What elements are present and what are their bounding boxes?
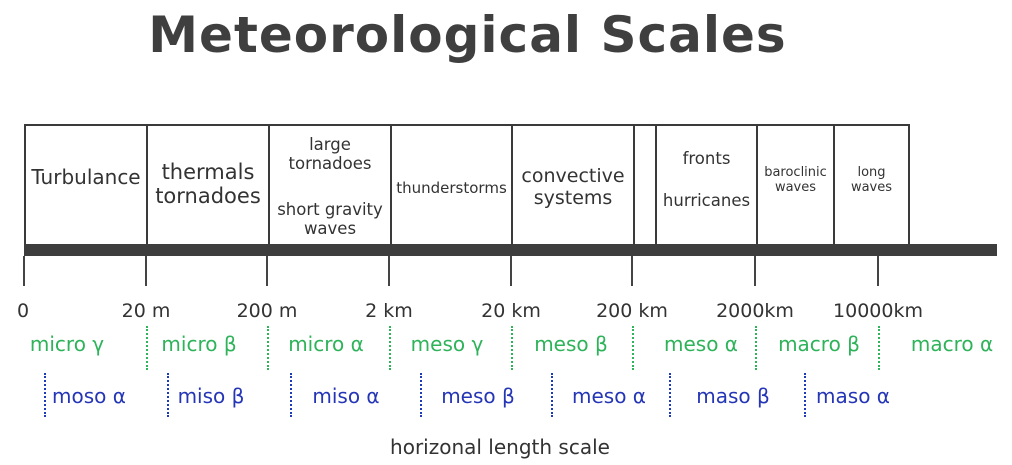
phenomenon-label: fronts: [655, 149, 758, 169]
phenomenon-label: short gravity waves: [268, 200, 392, 239]
green-scale-label: micro β: [161, 332, 237, 356]
blue-divider: [551, 373, 553, 417]
scale-tick: [145, 256, 147, 286]
phenomenon-label: thermals tornadoes: [146, 160, 270, 208]
tick-label: 0: [17, 300, 30, 322]
scale-tick: [266, 256, 268, 286]
blue-scale-label: meso β: [441, 384, 515, 408]
tick-label: 2 km: [365, 300, 413, 322]
blue-scale-label: moso α: [52, 384, 126, 408]
tick-label: 2000km: [716, 300, 794, 322]
phenomenon-label: baroclinic waves: [756, 165, 835, 196]
tick-label: 200 m: [236, 300, 298, 322]
green-divider: [146, 326, 148, 370]
phenomenon-label-line: Turbulance: [31, 165, 141, 189]
phenomenon-label-line: hurricanes: [662, 191, 751, 210]
phenomenon-label-line: tornadoes: [288, 153, 372, 173]
scale-tick: [510, 256, 512, 286]
phenomenon-label-line: waves: [774, 179, 817, 195]
phenomenon-label-line: waves: [303, 218, 357, 238]
green-scale-label: meso α: [664, 332, 738, 356]
scale-axis-bar: [24, 244, 997, 256]
scale-tick: [754, 256, 756, 286]
green-divider: [632, 326, 634, 370]
blue-scale-label: maso β: [696, 384, 770, 408]
scale-tick: [877, 256, 879, 286]
blue-scale-label: miso β: [177, 384, 245, 408]
phenomenon-label-line: convective: [521, 165, 625, 187]
tick-label: 10000km: [833, 300, 923, 322]
scale-tick: [23, 256, 25, 286]
blue-divider: [44, 373, 46, 417]
green-divider: [878, 326, 880, 370]
tick-label: 20 km: [481, 300, 541, 322]
phenomenon-label-line: thunderstorms: [396, 179, 507, 197]
green-scale-label: macro α: [910, 332, 994, 356]
phenomenon-box: [633, 124, 657, 244]
phenomenon-label: Turbulance: [24, 166, 148, 189]
green-scale-label: micro γ: [29, 332, 105, 356]
phenomenon-box: [655, 124, 758, 244]
green-scale-label: meso β: [534, 332, 608, 356]
tick-label: 200 km: [596, 300, 668, 322]
tick-label: 20 m: [121, 300, 171, 322]
diagram-title: Meteorological Scales: [148, 6, 787, 64]
phenomenon-label-line: baroclinic: [764, 165, 827, 180]
phenomenon-label-line: short gravity: [277, 200, 383, 219]
blue-divider: [669, 373, 671, 417]
phenomenon-label-line: systems: [533, 186, 613, 209]
green-divider: [755, 326, 757, 370]
blue-divider: [420, 373, 422, 417]
green-divider: [511, 326, 513, 370]
phenomenon-label-line: long: [857, 165, 886, 180]
phenomenon-label: long waves: [833, 165, 910, 196]
phenomenon-label-line: thermals: [161, 160, 255, 184]
phenomenon-box: [833, 124, 910, 244]
blue-divider: [290, 373, 292, 417]
phenomenon-label-line: fronts: [682, 149, 731, 168]
phenomenon-label: hurricanes: [655, 191, 758, 211]
green-divider: [267, 326, 269, 370]
blue-divider: [804, 373, 806, 417]
scale-tick: [631, 256, 633, 286]
phenomenon-label: large tornadoes: [268, 135, 392, 174]
blue-scale-label: maso α: [816, 384, 890, 408]
phenomenon-label-line: tornadoes: [155, 184, 261, 209]
phenomenon-label-line: waves: [850, 179, 893, 195]
axis-label: horizonal length scale: [390, 435, 610, 459]
green-scale-label: micro α: [288, 332, 364, 356]
green-scale-label: macro β: [778, 332, 860, 356]
blue-divider: [167, 373, 169, 417]
scale-tick: [388, 256, 390, 286]
green-scale-label: meso γ: [410, 332, 484, 356]
green-divider: [389, 326, 391, 370]
blue-scale-label: miso α: [312, 384, 380, 408]
phenomenon-label-line: large: [309, 135, 351, 154]
phenomenon-label: convective systems: [511, 165, 635, 210]
phenomenon-label: thunderstorms: [390, 179, 513, 197]
blue-scale-label: meso α: [572, 384, 646, 408]
